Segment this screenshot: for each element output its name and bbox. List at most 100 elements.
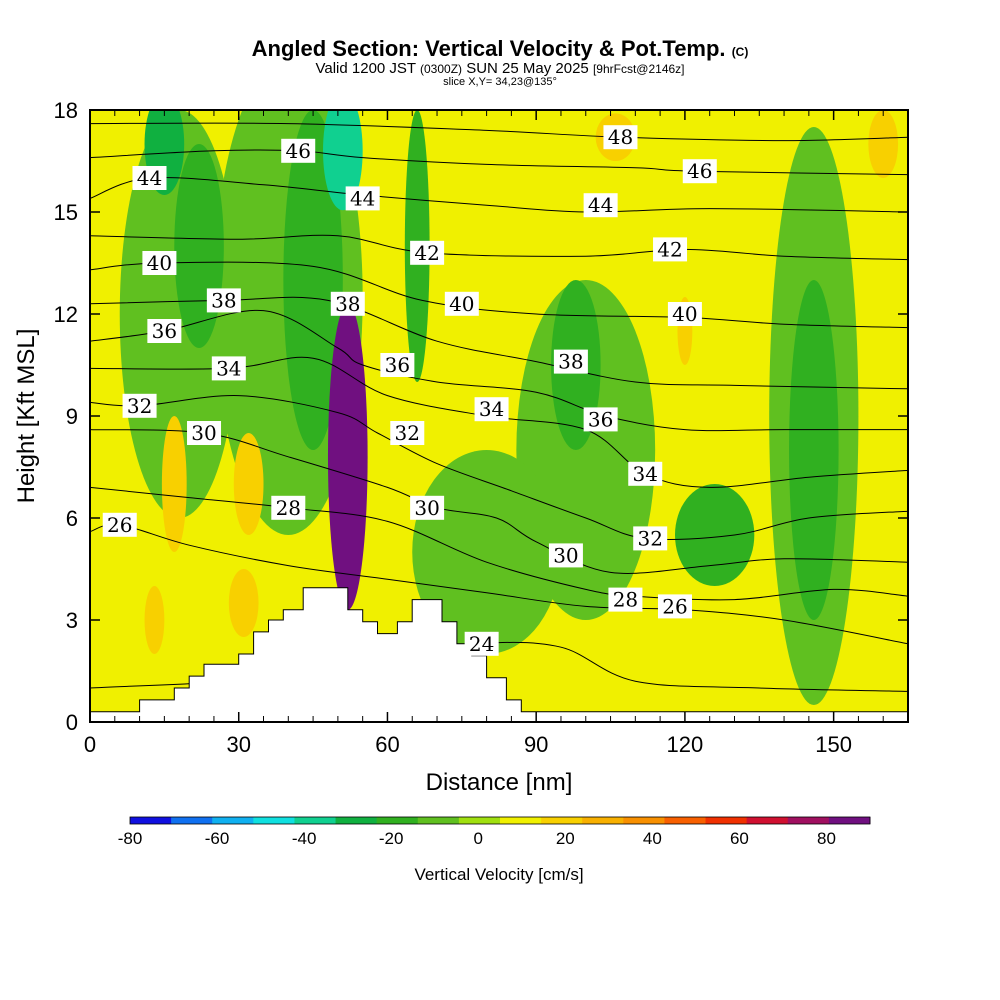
slice-info: slice X,Y= 34,23@135° — [443, 76, 557, 88]
x-axis-label: Distance [nm] — [426, 769, 573, 796]
velocity-cell — [323, 110, 363, 211]
y-axis-label: Height [Kft MSL] — [13, 329, 40, 504]
velocity-field — [90, 110, 908, 722]
contour-label: 38 — [211, 288, 236, 312]
colorbar-swatch — [705, 817, 748, 824]
colorbar-swatch — [500, 817, 542, 824]
contour-label: 44 — [588, 193, 613, 217]
theta-contour-line — [90, 261, 908, 329]
contour-label: 38 — [335, 292, 360, 316]
y-tick-label: 6 — [66, 506, 78, 531]
colorbar-tick-label: -80 — [118, 829, 143, 848]
contour-label-box — [474, 397, 509, 422]
chart-title: Angled Section: Vertical Velocity & Pot.… — [251, 36, 749, 61]
colorbar-swatch — [130, 817, 172, 824]
colorbar-frame — [129, 816, 871, 825]
contour-label: 30 — [191, 421, 216, 445]
colorbar-tick-label: -60 — [205, 829, 230, 848]
contour-label-box — [410, 495, 445, 520]
velocity-cell — [233, 433, 264, 535]
contour-label: 26 — [107, 513, 132, 537]
contour-label-box — [410, 240, 445, 265]
contour-label: 38 — [558, 350, 583, 374]
contour-label-box — [583, 407, 618, 432]
contour-label: 30 — [553, 543, 578, 567]
colorbar-label: Vertical Velocity [cm/s] — [414, 865, 583, 884]
theta-contour-line — [90, 429, 908, 574]
contour-label: 24 — [469, 632, 494, 656]
velocity-cell — [412, 450, 561, 654]
velocity-cell — [868, 110, 899, 178]
y-tick-label: 15 — [54, 200, 78, 225]
valid-time: Valid 1200 JST (0300Z) SUN 25 May 2025 [… — [315, 60, 685, 77]
theta-contour-line — [90, 395, 908, 541]
contour-label: 34 — [216, 356, 241, 380]
terrain — [89, 587, 909, 723]
y-tick-label: 12 — [54, 302, 78, 327]
contour-label: 42 — [414, 241, 439, 265]
colorbar-tick-label: 40 — [643, 829, 662, 848]
contour-label-box — [628, 461, 663, 486]
contour-label-box — [102, 512, 137, 537]
contour-label: 28 — [613, 588, 638, 612]
contour-label-box — [122, 393, 157, 418]
contour-label-box — [330, 291, 365, 316]
contour-label: 36 — [385, 353, 410, 377]
contour-label: 32 — [127, 394, 152, 418]
contour-label: 44 — [137, 166, 162, 190]
x-tick-label: 0 — [84, 732, 96, 757]
velocity-cell — [674, 484, 755, 586]
contour-label: 36 — [588, 407, 613, 431]
contour-label: 44 — [350, 186, 375, 210]
y-tick-label: 3 — [66, 608, 78, 633]
contour-label: 40 — [672, 302, 697, 326]
x-tick-label: 60 — [375, 732, 399, 757]
velocity-cell — [161, 416, 187, 552]
contour-label-box — [271, 495, 306, 520]
contour-label-box — [444, 291, 479, 316]
contour-label: 32 — [637, 526, 662, 550]
theta-contour-line — [90, 122, 908, 142]
contour-label-box — [281, 138, 316, 163]
contour-label-box — [633, 526, 668, 551]
theta-contour-line — [90, 523, 908, 645]
contour-label-box — [142, 251, 177, 275]
colorbar-tick-label: 0 — [474, 829, 483, 848]
contour-label-box — [206, 288, 241, 313]
contour-label: 30 — [414, 496, 439, 520]
theta-contour-line — [90, 234, 908, 261]
colorbar-tick-label: 60 — [730, 829, 749, 848]
colorbar-tick-label: -20 — [379, 829, 404, 848]
contour-label-box — [211, 356, 246, 381]
colorbar-tick-label: 80 — [817, 829, 836, 848]
colorbar-swatch — [335, 817, 378, 824]
contour-label-box — [653, 237, 688, 262]
contour-label: 34 — [633, 462, 658, 486]
contour-label: 42 — [657, 237, 682, 261]
contour-label: 48 — [608, 125, 633, 149]
contour-label: 26 — [662, 594, 687, 618]
contour-label-box — [548, 543, 583, 568]
y-tick-label: 18 — [54, 98, 78, 123]
colorbar-swatch — [541, 817, 583, 824]
colorbar-swatch — [376, 817, 419, 824]
velocity-cell — [283, 110, 343, 450]
colorbar-swatch — [253, 817, 295, 824]
contour-label: 32 — [395, 421, 420, 445]
colorbar-swatch — [212, 817, 254, 824]
colorbar-swatch — [828, 817, 871, 824]
contour-label: 36 — [152, 319, 177, 343]
x-tick-label: 90 — [524, 732, 548, 757]
x-tick-label: 30 — [226, 732, 250, 757]
contour-label-box — [345, 186, 380, 211]
colorbar: -80 -60 -40 -20 0 20 40 60 80 — [118, 816, 871, 848]
contour-label: 34 — [479, 397, 504, 421]
colorbar-tick-label: -40 — [292, 829, 317, 848]
terrain-profile — [89, 587, 909, 723]
theta-contour-line — [90, 309, 908, 432]
contour-label-box — [608, 587, 643, 612]
colorbar-swatch — [294, 817, 337, 824]
theta-contour-line — [90, 356, 908, 488]
